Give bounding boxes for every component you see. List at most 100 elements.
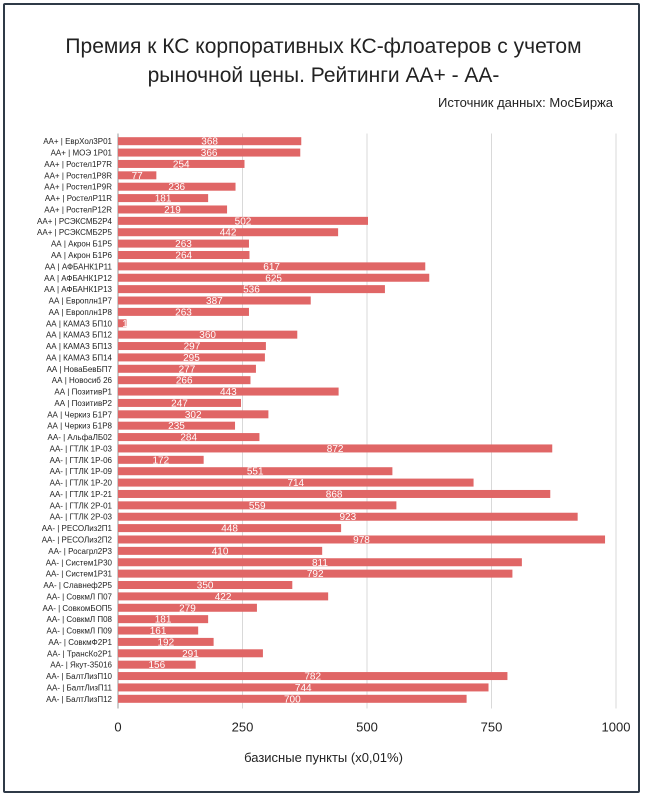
data-label: 387 [206,296,223,307]
bar [118,319,127,328]
data-label: 625 [265,273,282,284]
category-label: АА+ | РостелР11R [45,194,112,203]
data-label: 264 [175,250,192,261]
data-label: 792 [307,569,324,580]
category-label: АА- | СовкмЛ П09 [47,627,113,636]
bar [118,228,339,237]
category-label: АА- | Росагрл2Р3 [48,547,112,556]
category-label: АА- | ГТЛК 1Р-06 [50,456,113,465]
category-label: АА | Черкиз Б1Р7 [47,410,112,419]
category-label: АА- | ГТЛК 1Р-21 [50,490,113,499]
data-label: 266 [176,376,193,387]
category-label: АА- | ГТЛК 1Р-09 [50,467,113,476]
bar [118,626,199,635]
chart-title-line2: рыночной цены. Рейтинги АА+ - АА- [147,64,500,87]
category-label: АА- | ГТЛК 2Р-01 [50,501,113,510]
data-label: 923 [339,512,356,523]
bar [118,353,265,362]
data-label: 254 [173,159,190,170]
category-label: АА- | СовкомБОП5 [43,604,113,613]
category-label: АА- | ГТЛК 1Р-20 [50,479,113,488]
bar [118,444,553,453]
bar [118,137,302,146]
x-tick-label: 0 [114,720,121,735]
bar [118,171,157,180]
category-label: АА | КАМАЗ БП14 [46,353,113,362]
category-label: АА | Европлн1Р8 [49,308,113,317]
category-label: АА | Черкиз Б1Р8 [47,422,112,431]
bar [118,546,323,555]
data-label: 295 [183,353,200,364]
data-label: 350 [197,581,214,592]
category-label: АА- | СовкмФ2Р1 [48,638,112,647]
bar [118,410,269,419]
chart-title-line1: Премия к КС корпоративных КС-флоатеров с… [65,35,582,58]
chart-title: Премия к КС корпоративных КС-флоатеров с… [0,32,647,90]
bar [118,649,263,658]
bar [118,262,426,271]
data-label: 422 [215,592,232,603]
data-label: 368 [201,137,218,148]
bar [118,512,578,521]
bar [118,637,214,646]
data-label: 617 [263,262,280,273]
data-label: 714 [287,478,304,489]
data-label: 297 [184,342,201,353]
category-label: АА+ | РСЭКСМБ2Р5 [37,228,113,237]
data-label: 236 [168,182,185,193]
category-label: АА- | ТрансКо2Р1 [47,649,113,658]
bar [118,216,368,225]
category-label: АА | Акрон Б1Р6 [51,251,113,260]
data-label: 235 [168,421,185,432]
category-label: АА- | БалтЛизП11 [47,683,113,692]
data-label: 172 [152,455,169,466]
bar [118,615,209,624]
data-label: 263 [175,239,192,250]
data-label: 536 [243,285,260,296]
bar [118,421,236,430]
data-label: 156 [149,660,166,671]
data-label: 181 [155,194,172,205]
category-label: АА- | РЕСОЛиз2П1 [42,524,113,533]
data-source: Источник данных: МосБиржа [437,95,613,110]
x-tick-label: 250 [232,720,254,735]
data-label: 77 [132,171,144,182]
category-label: АА | ПозитивР2 [54,399,112,408]
bar [118,239,249,248]
bar [118,467,393,476]
data-label: 263 [175,307,192,318]
data-label: 284 [180,433,197,444]
bar [118,307,249,316]
data-label: 247 [171,398,188,409]
bar [118,398,242,407]
category-label: АА- | ГТЛК 2Р-03 [50,513,113,522]
bar [118,501,397,510]
bar [118,250,250,259]
bar [118,273,430,282]
bar [118,524,342,533]
category-label: АА- | СовкмЛ П08 [47,615,113,624]
data-label: 782 [304,672,321,683]
category-label: АА- | Систем1Р31 [46,570,113,579]
bar [118,205,228,214]
bar [118,194,209,203]
data-label: 978 [353,535,370,546]
data-label: 744 [295,683,312,694]
category-label: АА+ | РСЭКСМБ2Р4 [37,217,113,226]
bar [118,433,260,442]
x-tick-label: 500 [356,720,378,735]
category-label: АА+ | Ростел1Р9R [44,183,112,192]
bar [118,592,329,601]
category-label: АА | КАМАЗ БП13 [46,342,113,351]
bar [118,455,204,464]
data-label: 366 [201,148,218,159]
bar [118,159,245,168]
data-label: 291 [182,649,199,660]
bar [118,182,236,191]
category-label: АА- | АльфаЛБ02 [48,433,113,442]
data-label: 443 [220,387,237,398]
bar [118,387,339,396]
data-label: 700 [284,694,301,705]
category-label: АА | Новосиб 26 [52,376,113,385]
category-label: АА- | Систем1Р30 [46,558,113,567]
